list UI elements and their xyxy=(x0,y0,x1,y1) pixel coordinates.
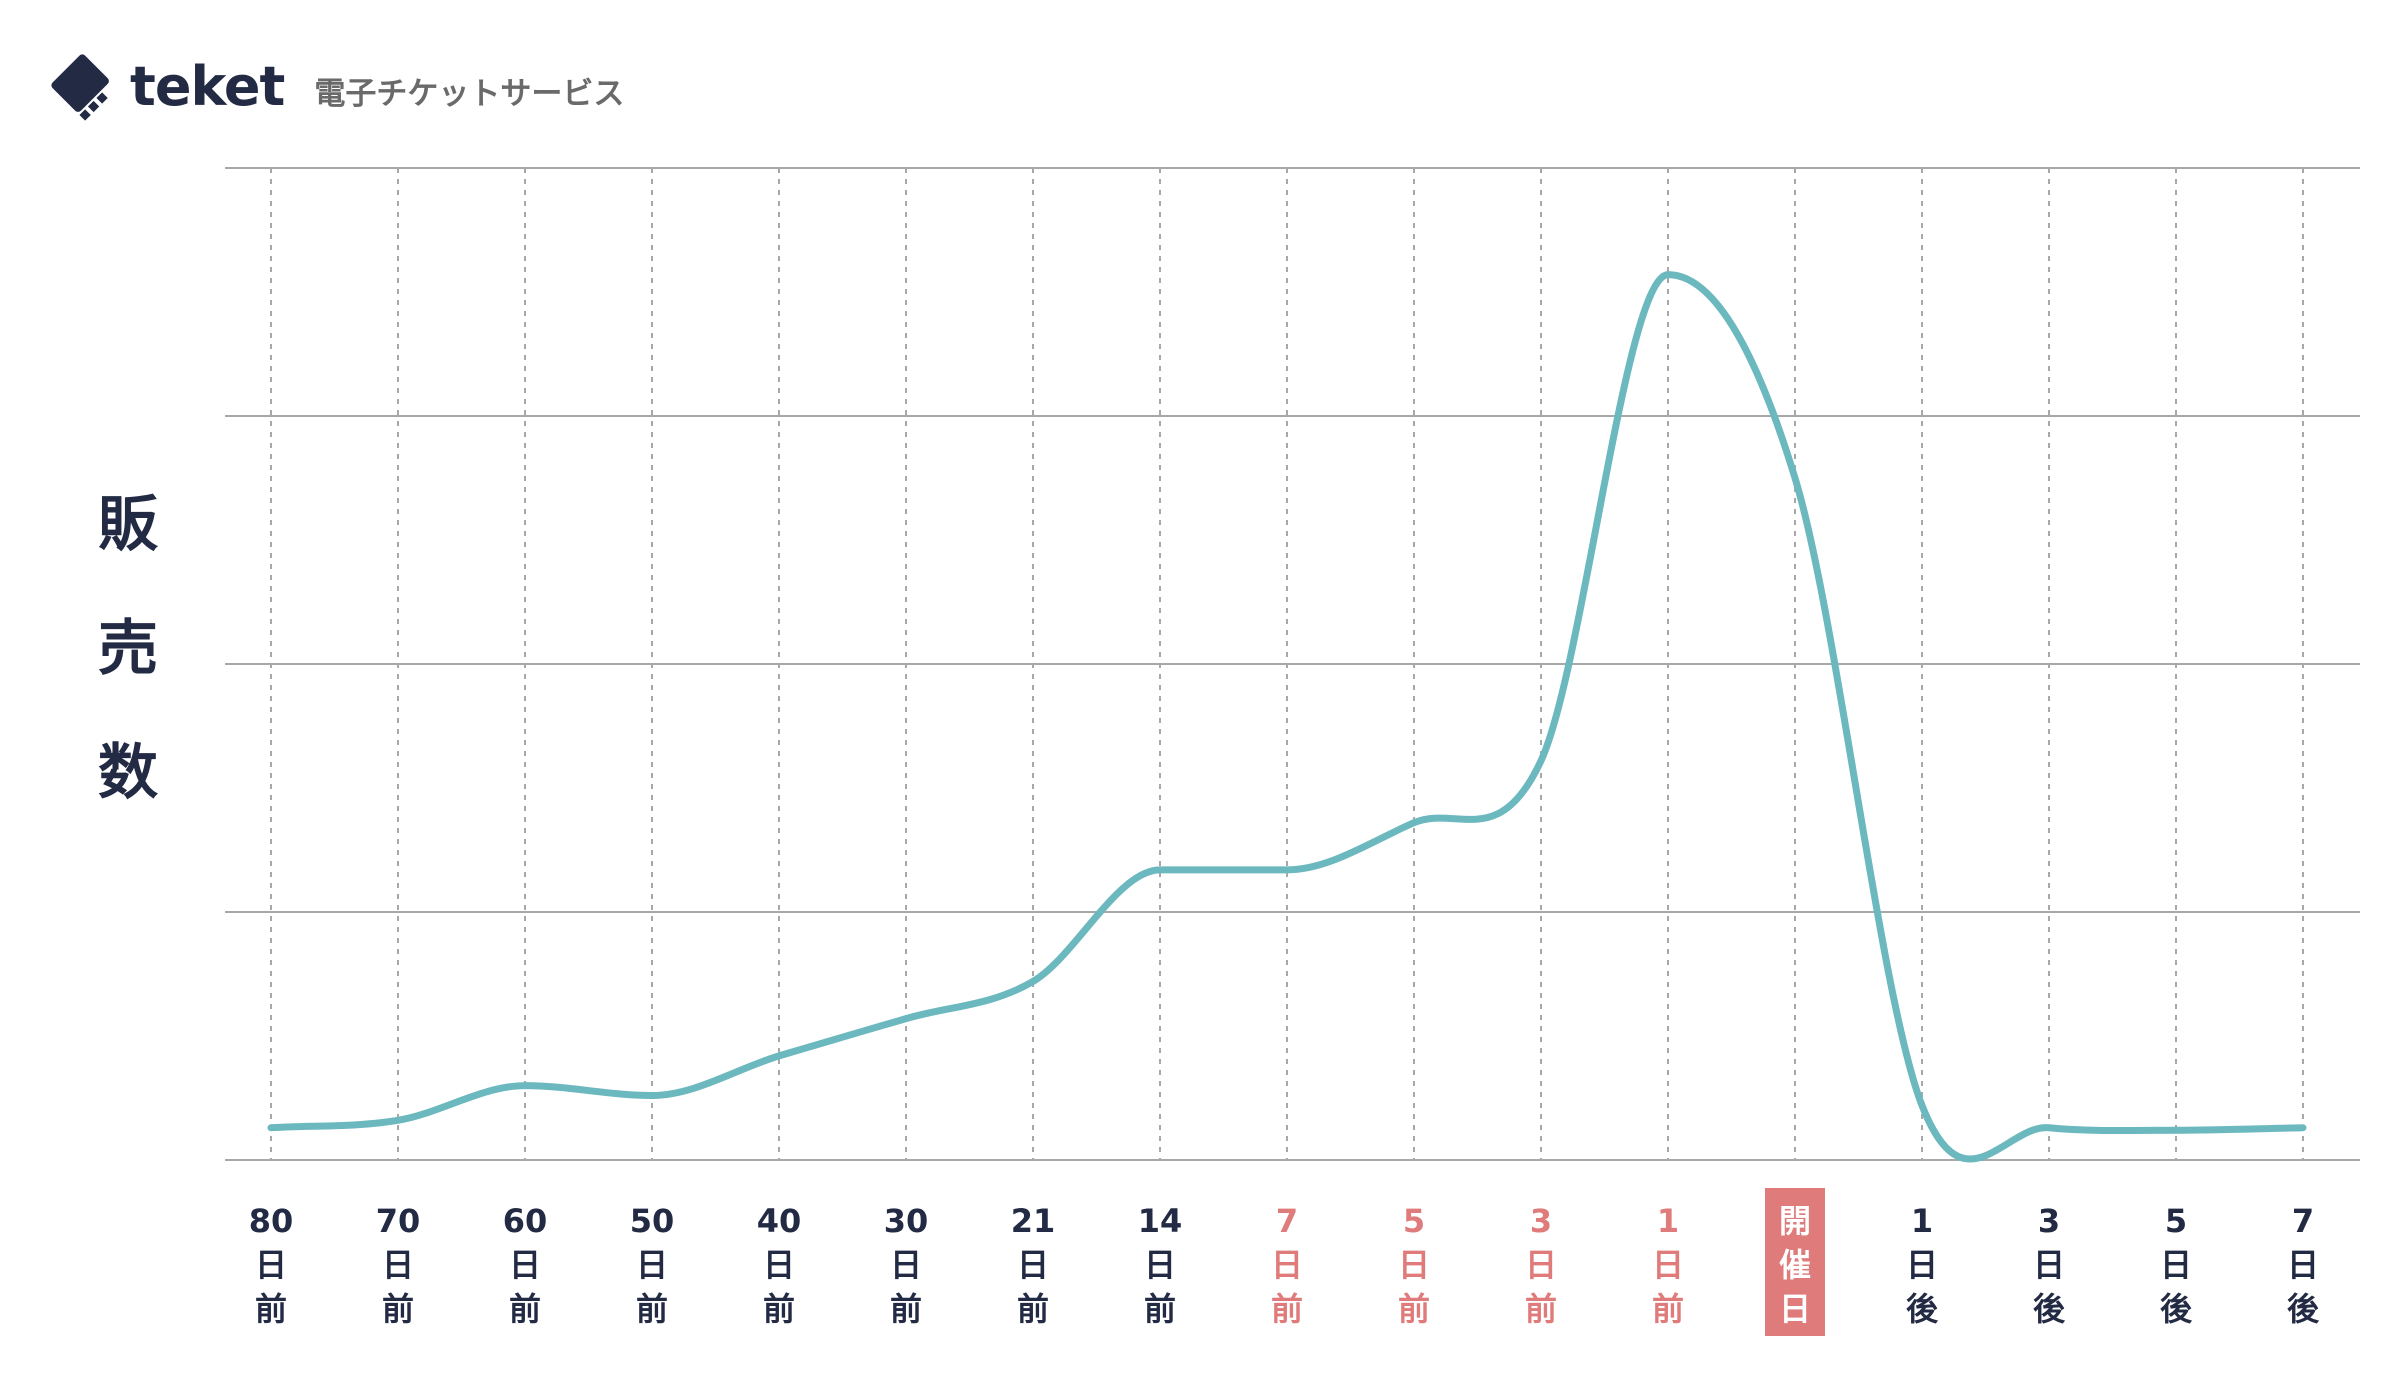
x-tick-label: 前 xyxy=(509,1290,541,1328)
y-axis-label-char: 販 xyxy=(98,490,158,560)
x-tick-label: 1 xyxy=(1657,1202,1679,1240)
event-day-box xyxy=(1765,1188,1825,1336)
ticket-logo-icon xyxy=(51,54,109,121)
x-tick-label: 60 xyxy=(503,1202,548,1240)
x-tick-label: 日 xyxy=(2160,1246,2192,1284)
brand-name: teket xyxy=(130,54,285,118)
x-tick-label: 50 xyxy=(630,1202,675,1240)
x-tick: 開催日 xyxy=(1765,1188,1825,1336)
x-tick-label: 1 xyxy=(1911,1202,1933,1240)
y-axis-label-char: 数 xyxy=(98,738,158,808)
x-tick-labels: 80日前70日前60日前50日前40日前30日前21日前14日前7日前5日前3日… xyxy=(249,1188,2320,1336)
x-tick: 40 日前 xyxy=(757,1202,802,1328)
x-tick-label: 後 xyxy=(2160,1290,2193,1328)
x-tick-label: 日 xyxy=(509,1246,541,1284)
x-tick-label: 前 xyxy=(1144,1290,1176,1328)
x-tick-label: 5 xyxy=(1403,1202,1425,1240)
x-tick: 50 日前 xyxy=(630,1202,675,1328)
x-tick-label: 3 xyxy=(1530,1202,1552,1240)
x-tick-label: 21 xyxy=(1011,1202,1056,1240)
x-tick-label: 日 xyxy=(255,1246,287,1284)
x-tick-label: 日 xyxy=(382,1246,414,1284)
vertical-gridlines xyxy=(270,168,2304,1160)
x-tick-label: 後 xyxy=(2033,1290,2066,1328)
x-tick: 1 日前 xyxy=(1652,1202,1684,1328)
x-tick-label: 5 xyxy=(2165,1202,2187,1240)
x-tick-label: 後 xyxy=(1906,1290,1939,1328)
x-tick-label: 日 xyxy=(1779,1290,1811,1328)
x-tick: 21 日前 xyxy=(1011,1202,1056,1328)
x-tick-label: 日 xyxy=(1525,1246,1557,1284)
x-tick-label: 前 xyxy=(382,1290,414,1328)
x-tick: 7 日後 xyxy=(2287,1202,2320,1328)
x-tick-label: 開 xyxy=(1779,1202,1811,1240)
x-tick: 3 日前 xyxy=(1525,1202,1557,1328)
x-tick-label: 3 xyxy=(2038,1202,2060,1240)
x-tick-label: 前 xyxy=(1398,1290,1430,1328)
x-tick-label: 前 xyxy=(636,1290,668,1328)
x-tick-label: 40 xyxy=(757,1202,802,1240)
x-tick-label: 30 xyxy=(884,1202,929,1240)
series-layer xyxy=(267,271,2307,1163)
x-tick-label: 前 xyxy=(1017,1290,1049,1328)
brand-logo: teket 電子チケットサービス xyxy=(50,48,624,124)
x-tick-label: 14 xyxy=(1138,1202,1183,1240)
sales-series-line xyxy=(267,271,2307,1163)
x-tick-label: 後 xyxy=(2287,1290,2320,1328)
x-tick-label: 日 xyxy=(890,1246,922,1284)
y-axis-label: 販 売 数 xyxy=(88,490,168,808)
x-tick-label: 前 xyxy=(255,1290,287,1328)
x-tick-label: 日 xyxy=(1017,1246,1049,1284)
y-axis-label-char: 売 xyxy=(98,614,158,684)
x-tick-label: 日 xyxy=(1906,1246,1938,1284)
x-tick-label: 日 xyxy=(1144,1246,1176,1284)
x-tick-label: 日 xyxy=(1271,1246,1303,1284)
x-tick: 70 日前 xyxy=(376,1202,421,1328)
x-tick: 14 日前 xyxy=(1138,1202,1183,1328)
x-tick: 1 日後 xyxy=(1906,1202,1939,1328)
x-tick: 80 日前 xyxy=(249,1202,294,1328)
x-tick-label: 前 xyxy=(1652,1290,1684,1328)
x-tick: 3 日後 xyxy=(2033,1202,2066,1328)
x-tick: 5 日前 xyxy=(1398,1202,1430,1328)
x-tick: 30 日前 xyxy=(884,1202,929,1328)
x-tick-label: 前 xyxy=(763,1290,795,1328)
x-tick-label: 日 xyxy=(2287,1246,2319,1284)
x-tick-label: 7 xyxy=(1276,1202,1298,1240)
x-tick-label: 日 xyxy=(763,1246,795,1284)
x-tick-label: 日 xyxy=(636,1246,668,1284)
x-tick: 7 日前 xyxy=(1271,1202,1303,1328)
x-tick-label: 前 xyxy=(890,1290,922,1328)
x-tick-label: 70 xyxy=(376,1202,421,1240)
x-tick-label: 前 xyxy=(1525,1290,1557,1328)
x-tick-label: 7 xyxy=(2292,1202,2314,1240)
x-tick: 60 日前 xyxy=(503,1202,548,1328)
x-tick-label: 80 xyxy=(249,1202,294,1240)
x-tick-label: 日 xyxy=(1652,1246,1684,1284)
brand-tagline: 電子チケットサービス xyxy=(314,75,625,112)
x-tick-label: 日 xyxy=(1398,1246,1430,1284)
x-tick-label: 前 xyxy=(1271,1290,1303,1328)
x-tick-label: 催 xyxy=(1779,1246,1811,1284)
x-tick-label: 日 xyxy=(2033,1246,2065,1284)
horizontal-gridlines xyxy=(225,167,2360,1161)
x-tick: 5 日後 xyxy=(2160,1202,2193,1328)
